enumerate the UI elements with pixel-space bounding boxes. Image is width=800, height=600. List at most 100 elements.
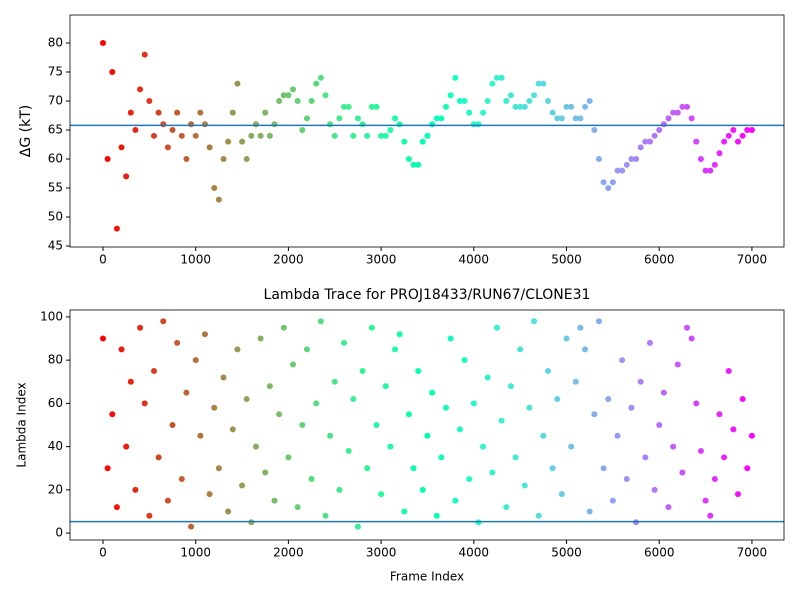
point <box>382 383 389 390</box>
point <box>554 115 561 122</box>
point <box>582 103 589 110</box>
point <box>252 121 259 128</box>
point <box>600 465 607 472</box>
point <box>137 324 144 331</box>
x-axis-label: Frame Index <box>390 570 464 584</box>
point <box>633 156 640 163</box>
point <box>415 161 422 168</box>
point <box>443 103 450 110</box>
axes-frame <box>69 309 785 541</box>
point <box>164 144 171 151</box>
point <box>146 98 153 105</box>
point <box>174 339 181 346</box>
point <box>549 465 556 472</box>
point <box>693 138 700 145</box>
y-tick-label: 40 <box>48 439 63 453</box>
point <box>503 98 510 105</box>
point <box>605 396 612 403</box>
point <box>331 132 338 139</box>
point <box>137 86 144 93</box>
point <box>679 469 686 476</box>
point <box>118 346 125 353</box>
point <box>252 443 259 450</box>
point <box>290 361 297 368</box>
point <box>313 80 320 87</box>
point <box>183 156 190 163</box>
point <box>646 339 653 346</box>
point <box>586 508 593 515</box>
point <box>730 426 737 433</box>
chart-title: Lambda Trace for PROJ18433/RUN67/CLONE31 <box>264 287 591 303</box>
point <box>150 367 157 374</box>
point <box>262 469 269 476</box>
point <box>693 400 700 407</box>
point <box>563 103 570 110</box>
point <box>707 167 714 174</box>
point <box>656 422 663 428</box>
point <box>711 476 718 483</box>
point <box>317 318 324 325</box>
y-tick-label: 65 <box>48 123 63 137</box>
point <box>563 335 570 342</box>
point <box>178 476 185 483</box>
y-tick-label: 0 <box>55 526 63 540</box>
point <box>623 476 630 483</box>
point <box>257 132 264 139</box>
point <box>688 115 695 122</box>
point <box>484 374 491 381</box>
point <box>461 98 468 105</box>
point <box>313 400 320 407</box>
point <box>637 144 644 151</box>
point <box>503 504 510 511</box>
point <box>401 138 408 145</box>
point <box>382 132 389 139</box>
point <box>378 491 385 498</box>
point <box>392 115 399 122</box>
point <box>192 132 199 139</box>
point <box>113 225 120 232</box>
point <box>665 115 672 122</box>
point <box>150 132 157 139</box>
point <box>670 109 677 116</box>
point <box>220 374 227 381</box>
point <box>540 80 547 87</box>
point <box>201 121 208 128</box>
point <box>697 156 704 163</box>
point <box>276 411 283 418</box>
point <box>294 98 301 105</box>
point <box>127 109 134 116</box>
point <box>248 132 255 139</box>
point <box>702 167 709 174</box>
point <box>206 491 213 498</box>
point <box>100 40 107 47</box>
point <box>461 357 468 364</box>
y-tick-label: 50 <box>48 210 63 224</box>
point <box>341 339 348 346</box>
point <box>646 138 653 145</box>
point <box>331 378 338 385</box>
point <box>354 523 361 530</box>
point <box>280 324 287 331</box>
point <box>396 121 403 128</box>
point <box>109 411 116 418</box>
point <box>521 103 528 110</box>
axes-frame <box>69 14 785 248</box>
point <box>540 432 547 439</box>
point <box>215 465 222 472</box>
point <box>577 115 584 122</box>
point <box>327 432 334 439</box>
point <box>188 121 195 128</box>
point <box>327 121 334 128</box>
point <box>670 443 677 450</box>
point <box>373 103 380 110</box>
point <box>350 396 357 403</box>
point <box>447 92 454 99</box>
point <box>345 447 352 454</box>
point <box>378 132 385 139</box>
point <box>651 486 658 493</box>
y-tick-label: 55 <box>48 181 63 195</box>
point <box>359 121 366 128</box>
point <box>183 389 190 396</box>
